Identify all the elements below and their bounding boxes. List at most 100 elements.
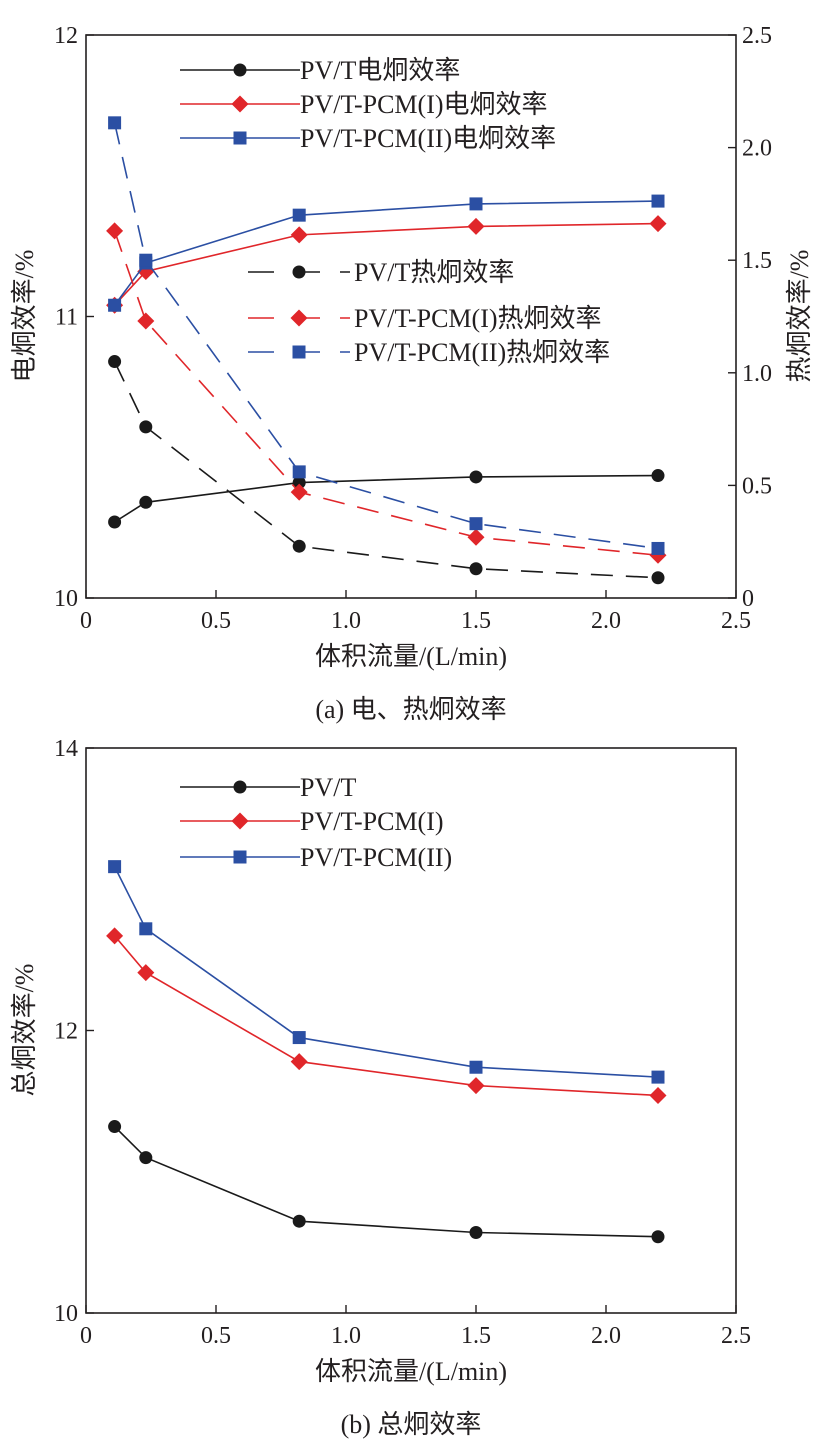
chart-a-series-5-point: [137, 312, 155, 330]
chart-b-legend-swatch-marker: [233, 850, 247, 864]
chart-a-series-line-3: [113, 200, 659, 306]
chart-b-y-tick-label: 12: [54, 1019, 78, 1045]
chart-a-series-5-point: [467, 528, 485, 546]
chart-b-x-tick-label: 1.0: [331, 1323, 361, 1349]
chart-b-legend-entry-3: PV/T-PCM(II): [180, 843, 452, 872]
chart-b-x-axis-title: 体积流量/(L/min): [315, 1357, 507, 1386]
chart-a-series-6-point: [108, 116, 122, 130]
chart-a-y2-tick-label: 1.0: [742, 361, 772, 387]
chart-b-y-tick-label: 14: [54, 736, 78, 762]
chart-b-series-line-2: [113, 935, 659, 1097]
chart-a-legend-entry-4: PV/T热炯效率: [248, 258, 514, 287]
chart-b-legend-label: PV/T: [300, 773, 356, 802]
chart-a-legend-swatch-marker: [233, 63, 247, 77]
chart-a-series-3-point: [651, 194, 665, 208]
chart-a-x-axis-title: 体积流量/(L/min): [315, 642, 507, 671]
chart-b-series-3-point: [292, 1031, 306, 1045]
chart-a-x-tick-label: 2.0: [591, 608, 621, 634]
chart-a-legend-swatch-marker: [292, 345, 306, 359]
chart-a-series-3-point: [469, 197, 483, 211]
chart-a-legend-entry-3: PV/T-PCM(II)电炯效率: [180, 124, 556, 153]
chart-b-legend-label: PV/T-PCM(II): [300, 843, 452, 872]
chart-b-legend-swatch-marker: [233, 780, 247, 794]
chart-a-legend-label: PV/T电炯效率: [300, 56, 460, 85]
chart-b-y-tick-label: 10: [54, 1301, 78, 1327]
chart-a: 0 0.5 1.0 1.5 2.0 2.5 10 11 12 0 0.5 1.0 1.5 2.0 2.5 P…: [10, 23, 814, 724]
chart-a-series-6-point: [469, 517, 483, 531]
chart-a-series-1-point: [139, 495, 153, 509]
chart-a-legend-label: PV/T-PCM(II)电炯效率: [300, 124, 556, 153]
chart-a-series-2-point: [467, 217, 485, 235]
chart-b-series-1-point: [469, 1225, 483, 1239]
chart-a-x-tick-label: 0: [80, 608, 92, 634]
chart-a-series-4-point: [139, 420, 153, 434]
chart-b-x-tick-label: 2.5: [721, 1323, 751, 1349]
chart-a-y2-tick-label: 1.5: [742, 248, 772, 274]
chart-b-legend-entry-2: PV/T-PCM(I): [180, 807, 444, 836]
chart-a-caption: (a) 电、热炯效率: [315, 695, 506, 724]
chart-a-series-3-point: [292, 208, 306, 222]
chart-b-series-2-point: [106, 927, 124, 945]
chart-a-series-4-point: [108, 355, 122, 369]
chart-a-x-tick-label: 1.0: [331, 608, 361, 634]
chart-a-series-line-1: [114, 474, 659, 523]
chart-a-legend-swatch-marker: [292, 265, 306, 279]
chart-a-legend-entry-5: PV/T-PCM(I)热炯效率: [248, 304, 602, 333]
chart-b-caption: (b) 总炯效率: [341, 1410, 482, 1439]
chart-a-series-1-point: [108, 515, 122, 529]
chart-a-legend-label: PV/T热炯效率: [354, 258, 514, 287]
chart-a-y-axis-title: 电炯效率/%: [10, 250, 39, 383]
chart-a-series-3-point: [108, 298, 122, 312]
chart-a-series-5-point: [106, 222, 124, 240]
chart-a-legend-swatch-marker: [290, 309, 308, 327]
chart-a-series-1-point: [469, 470, 483, 484]
chart-b-series-3-point: [108, 860, 122, 874]
chart-b-x-tick-label: 0: [80, 1323, 92, 1349]
chart-a-y-tick-label: 12: [54, 23, 78, 49]
chart-b-x-tick-label: 0.5: [201, 1323, 231, 1349]
chart-a-x-tick-label: 1.5: [461, 608, 491, 634]
chart-a-y-tick-label: 11: [55, 305, 78, 331]
chart-a-x-tick-label: 2.5: [721, 608, 751, 634]
chart-a-series-4-point: [469, 562, 483, 576]
chart-a-x-tick-label: 0.5: [201, 608, 231, 634]
chart-b-x-tick-label: 1.5: [461, 1323, 491, 1349]
chart-a-y-tick-label: 10: [54, 586, 78, 612]
chart-a-series-6-point: [651, 541, 665, 555]
chart-b-series-2-point: [290, 1053, 308, 1071]
chart-b-series-3-point: [651, 1070, 665, 1084]
chart-b-series-2-point: [467, 1077, 485, 1095]
chart-a-series-4-point: [292, 539, 306, 553]
chart-a-legend-label: PV/T-PCM(I)电炯效率: [300, 90, 548, 119]
chart-b-x-tick-label: 2.0: [591, 1323, 621, 1349]
chart-a-series-line-4: [113, 361, 659, 579]
chart-a-series-2-point: [290, 226, 308, 244]
chart-a-legend-swatch-marker: [231, 95, 249, 113]
chart-a-legend-swatch-marker: [233, 131, 247, 145]
chart-a-series-1-point: [292, 476, 306, 490]
chart-b-legend-swatch-marker: [231, 812, 249, 830]
chart-a-series-1-point: [651, 469, 665, 483]
chart-a-series-2-point: [649, 215, 667, 233]
chart-b-y-axis-title: 总炯效率/%: [10, 964, 39, 1097]
chart-b-series-1-point: [651, 1230, 665, 1244]
chart-a-legend-entry-6: PV/T-PCM(II)热炯效率: [248, 338, 610, 367]
chart-b-series-3-point: [139, 922, 153, 936]
chart-b-series-2-point: [649, 1086, 667, 1104]
chart-a-y2-axis-title: 热炯效率/%: [785, 250, 814, 383]
chart-a-series-6-point: [292, 465, 306, 479]
chart-a-series-5-point: [290, 483, 308, 501]
chart-a-series-line-6: [113, 122, 659, 550]
chart-b-legend-entry-1: PV/T: [180, 773, 356, 802]
chart-a-y2-tick-label: 2.5: [742, 23, 772, 49]
chart-b-series-line-1: [114, 1125, 659, 1238]
chart-b: 0 0.5 1.0 1.5 2.0 2.5 10 12 14 PV/T PV/T-PCM(I) PV…: [10, 736, 751, 1439]
chart-b-legend-label: PV/T-PCM(I): [300, 807, 444, 836]
chart-a-legend-entry-2: PV/T-PCM(I)电炯效率: [180, 90, 548, 119]
chart-b-series-1-point: [108, 1120, 122, 1134]
chart-b-series-2-point: [137, 964, 155, 982]
chart-b-series-line-3: [113, 866, 659, 1078]
chart-a-series-4-point: [651, 571, 665, 585]
chart-b-series-1-point: [292, 1214, 306, 1228]
